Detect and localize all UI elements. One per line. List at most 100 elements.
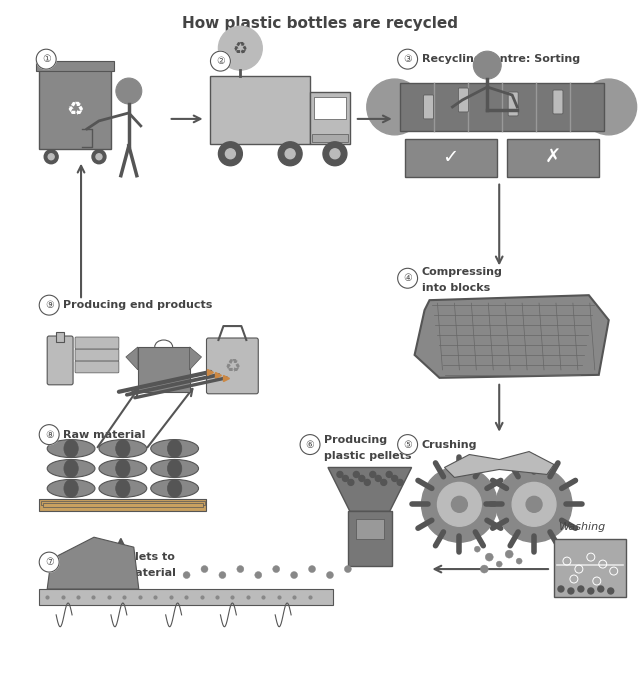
Circle shape bbox=[568, 588, 574, 594]
Ellipse shape bbox=[64, 479, 78, 497]
Text: Raw material: Raw material bbox=[63, 430, 145, 440]
FancyBboxPatch shape bbox=[356, 520, 384, 539]
FancyBboxPatch shape bbox=[207, 338, 259, 394]
Text: Heating pellets to: Heating pellets to bbox=[63, 552, 175, 562]
Text: ✓: ✓ bbox=[442, 148, 459, 168]
Text: ⑨: ⑨ bbox=[45, 300, 54, 310]
Text: form raw material: form raw material bbox=[63, 568, 176, 578]
Text: ①: ① bbox=[42, 54, 51, 64]
FancyBboxPatch shape bbox=[553, 90, 563, 114]
Circle shape bbox=[344, 566, 351, 573]
Circle shape bbox=[342, 475, 348, 481]
Circle shape bbox=[237, 566, 244, 573]
Circle shape bbox=[392, 475, 397, 481]
Text: ⑦: ⑦ bbox=[45, 557, 54, 567]
Ellipse shape bbox=[116, 479, 130, 497]
Circle shape bbox=[353, 471, 359, 477]
FancyBboxPatch shape bbox=[211, 76, 310, 144]
Circle shape bbox=[211, 51, 230, 71]
Circle shape bbox=[516, 558, 522, 564]
Circle shape bbox=[397, 434, 417, 454]
FancyBboxPatch shape bbox=[138, 347, 189, 392]
Circle shape bbox=[273, 566, 280, 573]
Circle shape bbox=[375, 475, 381, 481]
Ellipse shape bbox=[47, 460, 95, 477]
Text: ④: ④ bbox=[403, 273, 412, 283]
Circle shape bbox=[526, 496, 542, 512]
Circle shape bbox=[397, 268, 417, 288]
Circle shape bbox=[218, 27, 262, 70]
Circle shape bbox=[496, 466, 572, 542]
Circle shape bbox=[218, 142, 243, 165]
Text: Recycling centre: Sorting: Recycling centre: Sorting bbox=[422, 54, 580, 64]
Circle shape bbox=[278, 142, 302, 165]
Circle shape bbox=[397, 49, 417, 69]
Text: into blocks: into blocks bbox=[422, 283, 490, 294]
FancyBboxPatch shape bbox=[507, 139, 599, 176]
FancyBboxPatch shape bbox=[56, 332, 64, 342]
Circle shape bbox=[370, 471, 376, 477]
Text: ⑥: ⑥ bbox=[306, 439, 314, 449]
FancyBboxPatch shape bbox=[312, 134, 348, 142]
Circle shape bbox=[485, 553, 493, 561]
Circle shape bbox=[39, 295, 59, 315]
Circle shape bbox=[326, 571, 333, 579]
Text: ♻: ♻ bbox=[67, 99, 84, 118]
Circle shape bbox=[330, 148, 340, 159]
FancyBboxPatch shape bbox=[399, 83, 604, 131]
Text: ✗: ✗ bbox=[545, 148, 561, 168]
FancyBboxPatch shape bbox=[554, 539, 626, 597]
Text: plastic pellets: plastic pellets bbox=[324, 451, 412, 460]
Ellipse shape bbox=[47, 440, 95, 458]
Circle shape bbox=[422, 466, 497, 542]
Ellipse shape bbox=[47, 479, 95, 497]
Text: Compressing: Compressing bbox=[422, 267, 502, 277]
Ellipse shape bbox=[64, 440, 78, 458]
Circle shape bbox=[598, 586, 604, 592]
FancyBboxPatch shape bbox=[44, 503, 202, 507]
Circle shape bbox=[474, 51, 501, 79]
Circle shape bbox=[367, 79, 422, 135]
Text: Crushing: Crushing bbox=[422, 439, 477, 449]
Circle shape bbox=[588, 588, 594, 594]
Circle shape bbox=[183, 571, 190, 579]
Circle shape bbox=[397, 479, 403, 486]
Ellipse shape bbox=[151, 440, 198, 458]
Circle shape bbox=[308, 566, 316, 573]
FancyBboxPatch shape bbox=[47, 336, 73, 385]
Circle shape bbox=[348, 479, 354, 486]
FancyBboxPatch shape bbox=[404, 139, 497, 176]
FancyBboxPatch shape bbox=[75, 349, 119, 361]
Circle shape bbox=[39, 552, 59, 572]
Circle shape bbox=[116, 78, 142, 104]
Polygon shape bbox=[415, 295, 609, 378]
Text: ②: ② bbox=[216, 56, 225, 66]
Ellipse shape bbox=[99, 479, 147, 497]
Polygon shape bbox=[444, 452, 554, 477]
Circle shape bbox=[92, 150, 106, 163]
Polygon shape bbox=[328, 467, 412, 511]
Text: ③: ③ bbox=[403, 54, 412, 64]
Circle shape bbox=[558, 586, 564, 592]
Circle shape bbox=[578, 586, 584, 592]
FancyBboxPatch shape bbox=[39, 499, 207, 511]
Ellipse shape bbox=[116, 440, 130, 458]
Ellipse shape bbox=[64, 460, 78, 477]
Circle shape bbox=[480, 565, 488, 573]
Circle shape bbox=[581, 79, 637, 135]
Circle shape bbox=[39, 425, 59, 445]
Polygon shape bbox=[126, 347, 138, 370]
Circle shape bbox=[359, 475, 365, 481]
Circle shape bbox=[323, 142, 347, 165]
Circle shape bbox=[36, 49, 56, 69]
Circle shape bbox=[96, 154, 102, 160]
Text: ♻: ♻ bbox=[233, 39, 248, 57]
Circle shape bbox=[381, 479, 387, 486]
FancyBboxPatch shape bbox=[458, 88, 468, 112]
Polygon shape bbox=[189, 347, 202, 370]
Ellipse shape bbox=[151, 479, 198, 497]
FancyBboxPatch shape bbox=[348, 511, 392, 566]
Text: Producing end products: Producing end products bbox=[63, 300, 212, 310]
FancyBboxPatch shape bbox=[310, 92, 350, 144]
Ellipse shape bbox=[168, 440, 182, 458]
